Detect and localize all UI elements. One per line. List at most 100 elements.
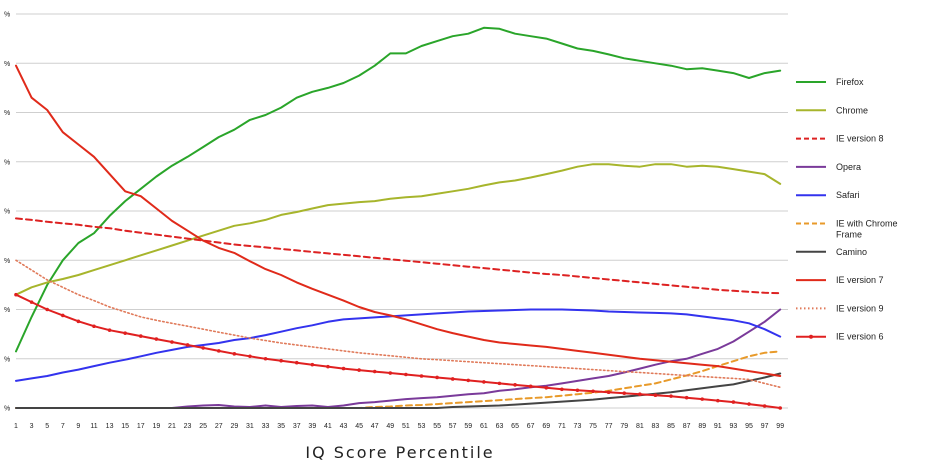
y-tick-label: % bbox=[4, 12, 10, 19]
x-tick-label: 29 bbox=[230, 423, 238, 430]
data-point bbox=[528, 384, 533, 389]
x-tick-label: 3 bbox=[30, 423, 34, 430]
x-tick-label: 53 bbox=[418, 423, 426, 430]
x-tick-label: 55 bbox=[433, 423, 441, 430]
data-point bbox=[185, 343, 190, 347]
data-point bbox=[591, 389, 595, 394]
series-line-camino bbox=[15, 372, 782, 409]
x-tick-label: 75 bbox=[589, 423, 597, 430]
data-point bbox=[653, 393, 658, 397]
data-point bbox=[575, 388, 580, 393]
data-point bbox=[232, 352, 237, 356]
x-tick-label: 21 bbox=[168, 423, 176, 430]
data-point bbox=[622, 391, 627, 396]
x-tick-label: 31 bbox=[246, 423, 254, 430]
legend: Firefox Chrome IE version 8 Opera Safari IE w… bbox=[796, 77, 898, 342]
legend-label: Firefox bbox=[836, 77, 864, 87]
x-tick-label: 49 bbox=[386, 423, 394, 430]
series-lines bbox=[14, 26, 783, 410]
legend-label: IE version 8 bbox=[836, 134, 884, 144]
series-line-ie-version-9 bbox=[15, 259, 782, 389]
legend-label: Safari bbox=[836, 190, 860, 200]
x-tick-label: 23 bbox=[184, 423, 192, 430]
data-point bbox=[747, 402, 751, 406]
x-tick-label: 27 bbox=[215, 423, 223, 430]
x-tick-label: 35 bbox=[277, 423, 285, 430]
series-line-ie-version-7 bbox=[15, 64, 782, 377]
data-point bbox=[762, 404, 767, 408]
data-point bbox=[310, 362, 315, 367]
y-tick-label: % bbox=[4, 110, 10, 117]
x-tick-label: 91 bbox=[714, 423, 722, 430]
data-point bbox=[419, 374, 424, 378]
series-line-firefox bbox=[15, 26, 782, 353]
legend-label: Camino bbox=[836, 247, 867, 257]
series-line-chrome bbox=[15, 163, 782, 296]
x-tick-label: 57 bbox=[449, 423, 457, 430]
x-tick-label: 15 bbox=[121, 423, 129, 430]
data-point bbox=[638, 392, 642, 397]
x-tick-label: 11 bbox=[90, 423, 97, 430]
data-point bbox=[731, 400, 736, 404]
y-tick-label: % bbox=[4, 307, 10, 314]
x-tick-label: 25 bbox=[199, 423, 207, 430]
x-tick-label: 19 bbox=[152, 423, 160, 430]
x-tick-label: 9 bbox=[76, 423, 80, 430]
data-point bbox=[170, 340, 174, 344]
data-point bbox=[684, 395, 689, 400]
y-tick-label: % bbox=[4, 258, 10, 265]
x-tick-label: 93 bbox=[730, 423, 738, 430]
x-tick-label: 1 bbox=[14, 423, 18, 430]
x-tick-label: 97 bbox=[761, 423, 769, 430]
x-tick-label: 17 bbox=[137, 423, 145, 430]
data-point bbox=[154, 337, 159, 341]
x-tick-label: 7 bbox=[61, 423, 65, 430]
x-tick-label: 67 bbox=[527, 423, 535, 430]
legend-label: IE version 7 bbox=[836, 275, 884, 285]
x-tick-label: 45 bbox=[355, 423, 363, 430]
data-point bbox=[201, 346, 205, 350]
data-point bbox=[326, 364, 330, 369]
series-line-safari bbox=[15, 308, 782, 382]
data-point bbox=[29, 300, 34, 304]
grid-lines bbox=[16, 13, 788, 409]
data-point bbox=[435, 375, 439, 380]
x-tick-label: 99 bbox=[776, 423, 784, 430]
data-point bbox=[279, 358, 283, 363]
data-point bbox=[482, 380, 486, 384]
series-line-ie-with-chrome-frame bbox=[15, 350, 782, 409]
x-tick-label: 39 bbox=[308, 423, 316, 430]
x-tick-label: 85 bbox=[667, 423, 675, 430]
data-point bbox=[513, 383, 517, 387]
data-point bbox=[372, 369, 377, 374]
x-tick-labels: 1 3 5 7 9 11 13 15 17 19 21 23 25 27 29 31 33 35 37 39 41 43 4… bbox=[14, 423, 784, 430]
x-tick-label: 95 bbox=[745, 423, 753, 430]
x-tick-label: 41 bbox=[324, 423, 332, 430]
x-tick-label: 69 bbox=[542, 423, 550, 430]
x-tick-label: 47 bbox=[371, 423, 379, 430]
data-point bbox=[123, 331, 127, 335]
data-point bbox=[404, 372, 408, 377]
y-tick-label: % bbox=[4, 356, 10, 363]
y-tick-label: % bbox=[4, 406, 10, 413]
y-tick-label: % bbox=[4, 209, 10, 216]
data-point bbox=[45, 307, 49, 312]
data-point bbox=[450, 377, 455, 381]
data-point bbox=[14, 292, 18, 297]
legend-label: IE version 6 bbox=[836, 332, 884, 342]
x-axis-title: IQ Score Percentile bbox=[305, 443, 494, 462]
series-line-ie-version-8 bbox=[15, 217, 782, 295]
x-tick-label: 63 bbox=[496, 423, 504, 430]
x-tick-label: 33 bbox=[262, 423, 270, 430]
data-point bbox=[669, 394, 673, 398]
y-tick-label: % bbox=[4, 159, 10, 166]
legend-label: Opera bbox=[836, 162, 861, 172]
data-point bbox=[357, 368, 361, 372]
data-point bbox=[388, 371, 393, 375]
y-tick-labels: %%%%%%%%% bbox=[4, 12, 10, 413]
data-point bbox=[497, 381, 502, 386]
x-tick-label: 5 bbox=[45, 423, 49, 430]
legend-label: IE version 9 bbox=[836, 303, 884, 313]
x-tick-label: 37 bbox=[293, 423, 301, 430]
x-tick-label: 81 bbox=[636, 423, 644, 430]
